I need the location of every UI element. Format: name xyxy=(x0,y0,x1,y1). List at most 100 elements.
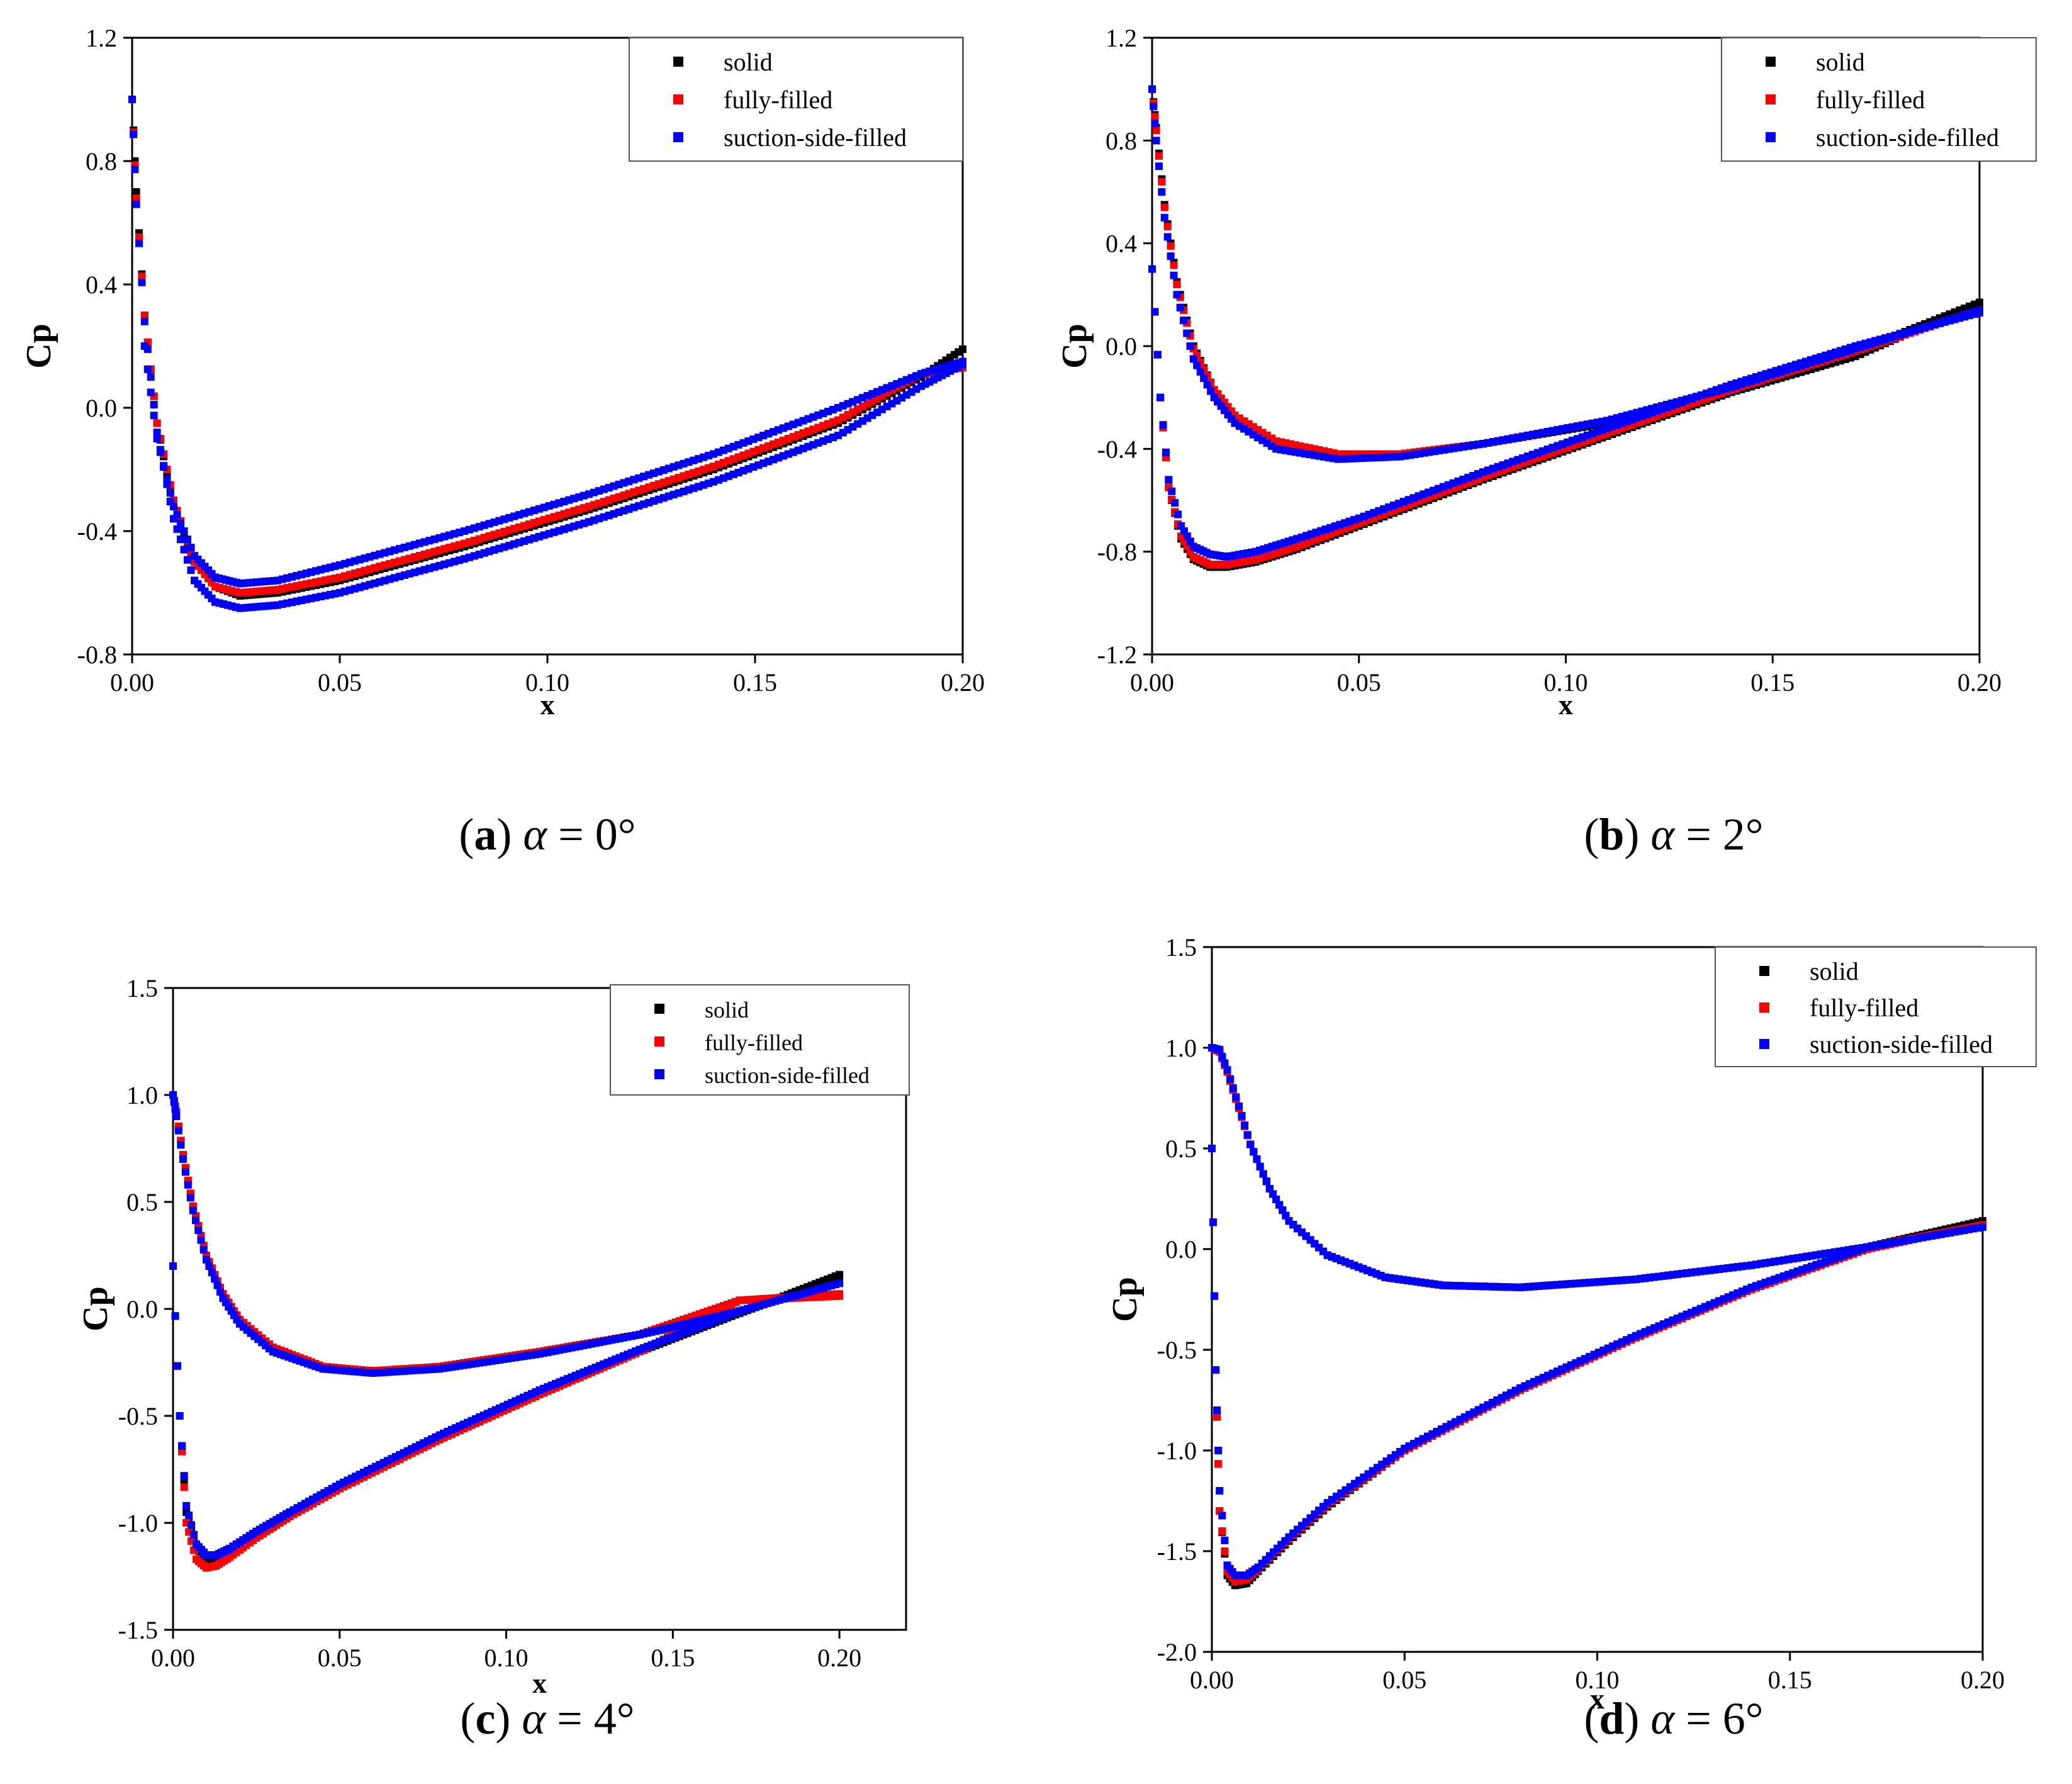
data-point xyxy=(1256,1162,1264,1170)
data-point xyxy=(174,1126,182,1135)
data-point xyxy=(135,239,143,247)
y-tick-label: 1.5 xyxy=(1165,933,1197,962)
data-point xyxy=(153,429,161,437)
data-point xyxy=(1160,203,1168,211)
data-point xyxy=(1162,448,1170,456)
x-tick-label: 0.05 xyxy=(1382,1666,1426,1694)
data-point xyxy=(1979,1223,1986,1231)
data-point xyxy=(172,1113,181,1120)
x-tick-label: 0.10 xyxy=(1576,1666,1620,1694)
legend-label: fully-filled xyxy=(705,1030,803,1055)
x-tick-label: 0.00 xyxy=(1130,668,1174,697)
data-point xyxy=(208,1269,216,1277)
x-tick-label: 0.00 xyxy=(151,1644,195,1672)
legend: solid fully-filled suction-side-filled xyxy=(610,984,910,1096)
data-point xyxy=(171,1105,179,1113)
data-point xyxy=(1976,298,1983,306)
data-point xyxy=(1243,1131,1252,1139)
data-point xyxy=(1443,1281,1452,1289)
data-point xyxy=(1229,1084,1237,1092)
data-point xyxy=(181,1168,189,1176)
data-point xyxy=(213,1281,221,1289)
x-axis-title: x xyxy=(1590,1683,1604,1715)
legend-marker xyxy=(673,94,683,104)
legend-marker xyxy=(1766,132,1776,142)
data-point xyxy=(1214,1460,1223,1468)
data-point xyxy=(169,1091,177,1099)
data-point xyxy=(182,1501,191,1510)
y-tick-label: -0.4 xyxy=(1097,435,1137,463)
y-tick-label: 0.0 xyxy=(86,394,117,422)
data-point xyxy=(211,1275,219,1283)
legend-label: fully-filled xyxy=(1816,86,1925,114)
data-point xyxy=(178,1442,186,1450)
chart-panel-b: 0.00 0.05 0.10 0.15 0.20 -1.2 -0.8 -0.4 0.0 0.4 0.… xyxy=(1036,0,2068,780)
data-point xyxy=(1218,1512,1226,1520)
data-point xyxy=(1221,1059,1229,1067)
data-point xyxy=(147,373,155,381)
y-tick-label: 0.5 xyxy=(126,1188,158,1216)
x-tick-label: 0.20 xyxy=(817,1644,861,1672)
legend-marker xyxy=(1766,94,1776,104)
legend: solid fully-filled suction-side-filled xyxy=(1721,37,2037,162)
y-tick-label: -1.5 xyxy=(1157,1537,1197,1566)
data-point xyxy=(184,556,191,564)
x-tick-label: 0.20 xyxy=(941,668,985,697)
data-point xyxy=(171,1312,179,1320)
y-tick-label: -0.5 xyxy=(1157,1336,1197,1364)
legend-marker xyxy=(1766,57,1776,67)
legend: solid fully-filled suction-side-filled xyxy=(629,37,963,162)
data-point xyxy=(1165,476,1173,484)
data-point xyxy=(1179,317,1187,325)
data-point xyxy=(1189,355,1197,363)
legend-box xyxy=(629,37,963,162)
data-point xyxy=(179,1155,187,1163)
y-tick-label: 0.0 xyxy=(1165,1235,1197,1264)
data-point xyxy=(1259,1170,1267,1178)
data-point xyxy=(1170,261,1178,269)
series-suction-side-filled xyxy=(1148,85,1983,561)
data-point xyxy=(140,317,148,325)
data-point xyxy=(1203,381,1211,389)
y-axis-title: Cp xyxy=(1106,1277,1145,1322)
series-solid xyxy=(128,96,966,600)
data-point xyxy=(824,1282,832,1291)
data-point xyxy=(1176,303,1184,311)
data-point xyxy=(216,1288,225,1296)
data-point xyxy=(1163,223,1172,231)
data-point xyxy=(1155,162,1163,171)
y-tick-label: 1.2 xyxy=(1106,24,1137,52)
data-point xyxy=(1208,1145,1216,1152)
data-point xyxy=(1525,1282,1533,1291)
caption-d: (d) α = 6° xyxy=(1584,1693,1764,1744)
data-point xyxy=(169,1262,177,1270)
data-point xyxy=(1151,120,1159,128)
x-tick-label: 0.05 xyxy=(318,668,362,697)
data-point xyxy=(1221,1536,1229,1544)
data-point xyxy=(187,544,195,552)
x-axis-title: x xyxy=(532,1667,547,1699)
caption-a-alpha: α xyxy=(523,809,547,860)
data-point xyxy=(1152,126,1160,134)
data-point xyxy=(180,1472,188,1480)
data-point xyxy=(1167,242,1175,250)
data-point xyxy=(1148,265,1156,273)
y-tick-label: -0.4 xyxy=(77,517,117,546)
data-point xyxy=(185,1512,193,1520)
x-tick-label: 0.15 xyxy=(1768,1666,1812,1694)
caption-b-alpha: α xyxy=(1650,809,1675,860)
data-point xyxy=(1738,1287,1746,1295)
data-point xyxy=(836,1271,844,1279)
legend-marker xyxy=(1759,966,1769,976)
data-point xyxy=(177,519,184,527)
legend-marker xyxy=(654,1004,664,1014)
legend-label: fully-filled xyxy=(1810,994,1918,1022)
data-point xyxy=(190,1530,198,1539)
data-point xyxy=(1168,487,1176,495)
data-point xyxy=(1214,1447,1223,1454)
x-tick-label: 0.20 xyxy=(1961,1666,2005,1694)
y-axis-title: Cp xyxy=(20,323,59,369)
data-point xyxy=(1235,1102,1243,1110)
data-point xyxy=(959,357,966,366)
legend-label: solid xyxy=(1816,48,1865,76)
